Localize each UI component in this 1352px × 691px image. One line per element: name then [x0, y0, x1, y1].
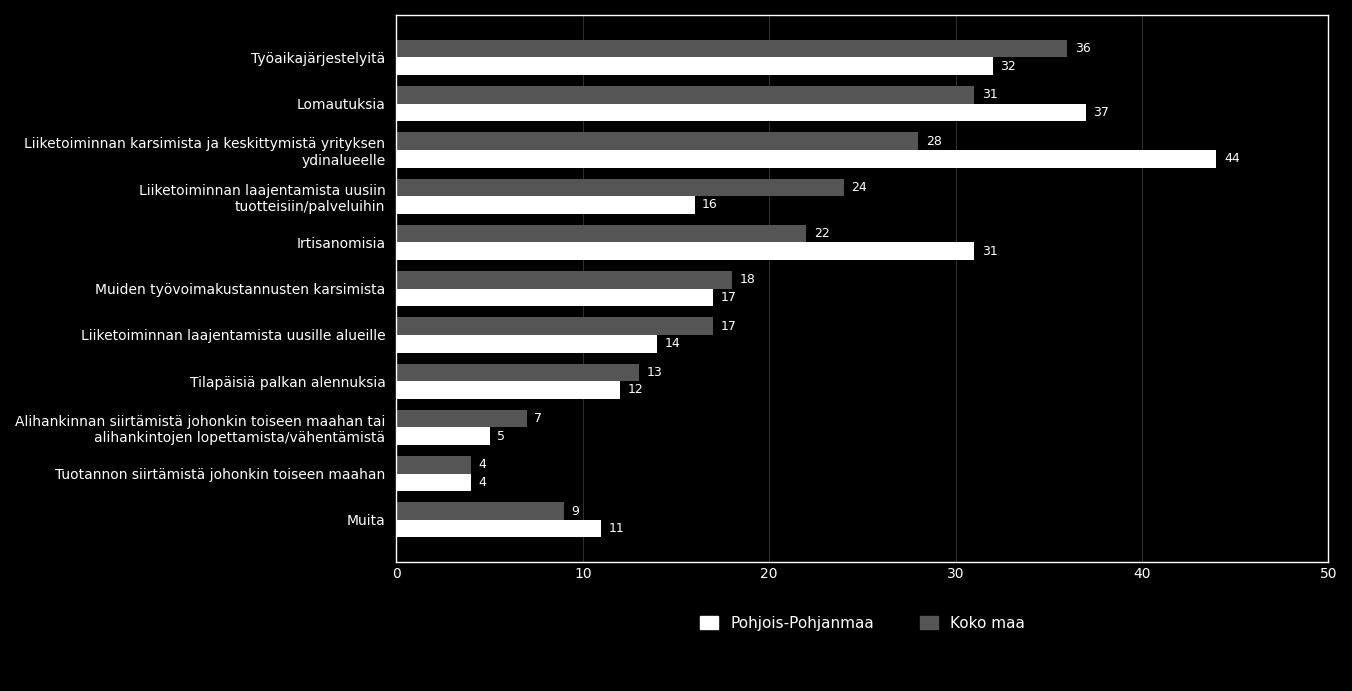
Bar	[396, 178, 844, 196]
Bar	[396, 133, 918, 150]
Bar	[396, 381, 621, 399]
Text: 36: 36	[1075, 42, 1091, 55]
Text: 44: 44	[1224, 152, 1240, 165]
Bar	[396, 86, 975, 104]
Bar	[396, 335, 657, 352]
Text: 13: 13	[646, 366, 662, 379]
Text: 4: 4	[479, 476, 487, 489]
Text: 9: 9	[572, 504, 580, 518]
Bar	[396, 225, 806, 243]
Text: 22: 22	[814, 227, 830, 240]
Text: 17: 17	[721, 291, 737, 304]
Text: 31: 31	[982, 245, 998, 258]
Bar	[396, 150, 1217, 167]
Text: 14: 14	[665, 337, 680, 350]
Text: 7: 7	[534, 412, 542, 425]
Text: 12: 12	[627, 384, 644, 397]
Text: 4: 4	[479, 458, 487, 471]
Legend: Pohjois-Pohjanmaa, Koko maa: Pohjois-Pohjanmaa, Koko maa	[694, 609, 1032, 637]
Text: 37: 37	[1094, 106, 1110, 119]
Bar	[396, 317, 714, 335]
Text: 16: 16	[702, 198, 718, 211]
Text: 31: 31	[982, 88, 998, 102]
Bar	[396, 502, 564, 520]
Bar	[396, 104, 1086, 122]
Bar	[396, 473, 470, 491]
Bar	[396, 57, 992, 75]
Text: 5: 5	[498, 430, 506, 443]
Text: 18: 18	[740, 274, 756, 286]
Bar	[396, 520, 602, 538]
Bar	[396, 196, 695, 214]
Text: 17: 17	[721, 320, 737, 332]
Bar	[396, 289, 714, 306]
Bar	[396, 40, 1067, 57]
Bar	[396, 456, 470, 473]
Bar	[396, 243, 975, 260]
Bar	[396, 363, 638, 381]
Bar	[396, 410, 527, 428]
Text: 11: 11	[608, 522, 625, 536]
Text: 24: 24	[852, 181, 867, 194]
Text: 32: 32	[1000, 59, 1015, 73]
Text: 28: 28	[926, 135, 941, 148]
Bar	[396, 428, 489, 445]
Bar	[396, 271, 731, 289]
